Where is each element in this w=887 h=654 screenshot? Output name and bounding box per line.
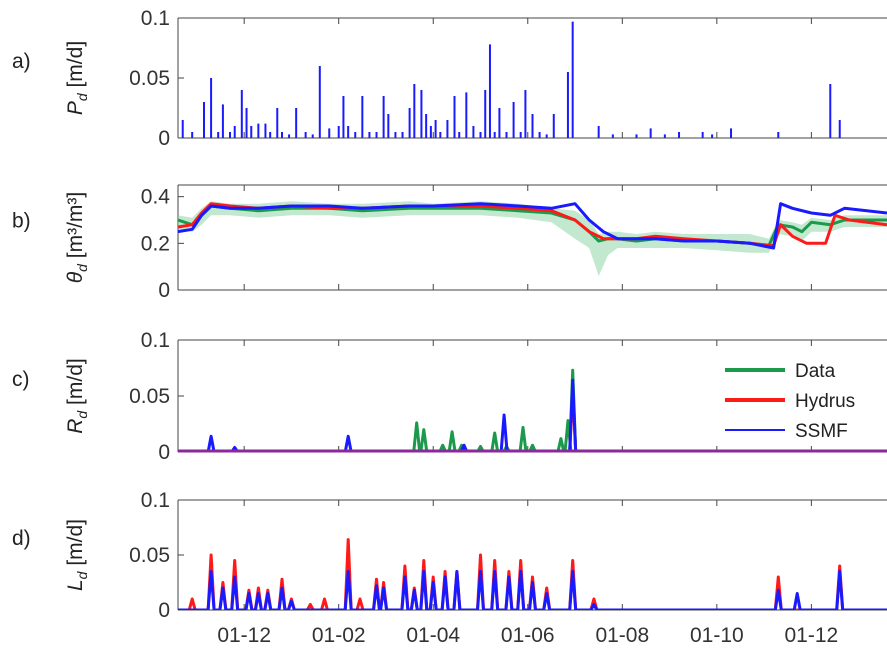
panel-b-y-tick-label: 0 (158, 279, 170, 302)
legend-label-hydrus: Hydrus (795, 391, 855, 412)
panel-c-y-tick-label: 0.1 (141, 329, 170, 352)
x-tick-label: 01-04 (406, 624, 460, 647)
panel-a-label: a) (12, 50, 31, 73)
panel-a-y-tick-label: 0 (158, 127, 170, 150)
x-tick-label: 01-12 (217, 624, 271, 647)
legend-label-ssmf: SSMF (795, 421, 848, 442)
panel-d-y-tick-label: 0.1 (141, 489, 170, 512)
panel-b-y-tick-label: 0.4 (141, 186, 171, 209)
panel-c-series-ssmf-line (178, 380, 887, 452)
panel-c-series-data-line (178, 370, 887, 452)
panel-d-y-axis-label: Ld [m/d] (64, 519, 90, 591)
x-tick-label: 01-08 (595, 624, 649, 647)
panel-b-y-tick-label: 0.2 (141, 232, 170, 255)
x-tick-label: 01-12 (785, 624, 839, 647)
x-tick-label: 01-10 (690, 624, 744, 647)
panel-c-y-tick-label: 0 (158, 441, 170, 464)
panel-a-y-tick-label: 0.05 (129, 67, 170, 90)
panel-b-y-axis-label: θd [m³/m³] (64, 192, 90, 284)
panel-d-label: d) (12, 527, 31, 550)
x-tick-label: 01-06 (501, 624, 555, 647)
panel-a-y-axis-label: Pd [m/d] (64, 41, 90, 115)
panel-a-y-tick-label: 0.1 (141, 7, 170, 30)
legend-label-data: Data (795, 361, 836, 382)
panel-d-y-tick-label: 0.05 (129, 544, 170, 567)
panel-d-y-tick-label: 0 (158, 599, 170, 622)
panel-c-label: c) (12, 368, 30, 391)
x-tick-label: 01-02 (312, 624, 366, 647)
panel-c-y-tick-label: 0.05 (129, 385, 170, 408)
panel-b-label: b) (12, 210, 31, 233)
panel-c-y-axis-label: Rd [m/d] (64, 358, 90, 433)
